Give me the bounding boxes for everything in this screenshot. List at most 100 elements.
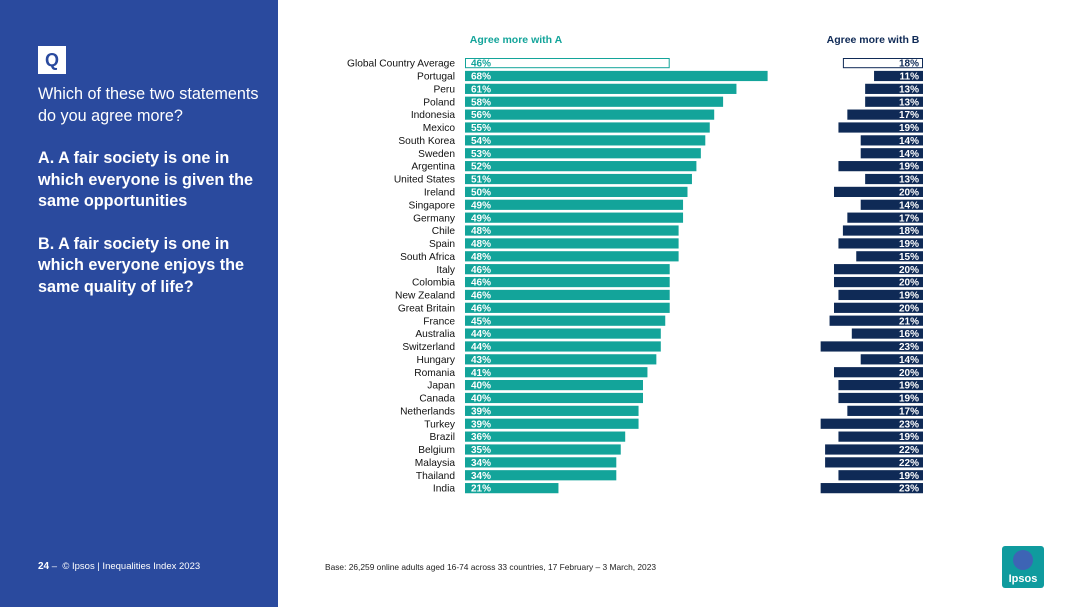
category-label: Spain	[429, 239, 455, 250]
logo-text: Ipsos	[1008, 573, 1038, 585]
bar-a	[465, 315, 666, 326]
bar-b	[838, 392, 923, 404]
category-label: Global Country Average	[347, 59, 455, 70]
bar-b-value: 19%	[899, 394, 919, 405]
bar-b	[838, 122, 923, 133]
bar-a	[465, 96, 724, 107]
bar-b	[856, 251, 923, 262]
bar-b-value: 18%	[899, 59, 919, 70]
bar-a-value: 43%	[471, 355, 491, 366]
bar-a-value: 61%	[471, 84, 491, 95]
bar-a-value: 56%	[471, 110, 491, 121]
bar-a-value: 21%	[471, 484, 491, 495]
bar-a	[465, 367, 648, 378]
bar-a	[465, 264, 670, 275]
bar-a-value: 68%	[471, 72, 491, 83]
copyright: © Ipsos | Inequalities Index 2023	[62, 561, 201, 572]
bar-a-value: 40%	[471, 381, 491, 392]
bar-a	[465, 173, 692, 185]
page-number: 24	[38, 561, 50, 572]
bar-b	[820, 483, 923, 494]
category-label: Belgium	[418, 445, 455, 456]
bar-b-value: 20%	[899, 303, 919, 314]
category-label: United States	[394, 175, 455, 186]
bar-a	[465, 405, 639, 416]
bar-a-value: 53%	[471, 149, 491, 160]
bar-b-value: 13%	[899, 84, 919, 95]
bar-a	[465, 251, 679, 262]
bar-b	[838, 161, 923, 172]
bar-a-value: 55%	[471, 123, 491, 134]
bar-a	[465, 328, 661, 339]
bar-b	[874, 70, 923, 82]
page-separator: –	[51, 561, 58, 572]
ipsos-logo: Ipsos	[1002, 546, 1044, 588]
bar-b	[860, 148, 923, 159]
category-label: South Africa	[400, 252, 455, 263]
bar-a	[465, 109, 715, 120]
bar-a-value: 54%	[471, 136, 491, 147]
bar-a-value: 35%	[471, 445, 491, 456]
bar-b-value: 23%	[899, 342, 919, 353]
category-label: Thailand	[416, 471, 455, 482]
bar-b	[838, 238, 923, 249]
bar-a-value: 49%	[471, 200, 491, 211]
bar-b-value: 20%	[899, 265, 919, 276]
bar-a-value: 46%	[471, 303, 491, 314]
category-label: Sweden	[418, 149, 455, 160]
bar-a	[465, 457, 617, 468]
bar-a	[465, 470, 617, 481]
bar-b	[847, 212, 923, 223]
footer-left: 24 – © Ipsos | Inequalities Index 2023	[38, 561, 200, 572]
bar-a	[465, 341, 661, 352]
bar-a	[465, 225, 679, 236]
bar-b-value: 17%	[899, 110, 919, 121]
bar-b-value: 19%	[899, 432, 919, 443]
bar-b-value: 22%	[899, 445, 919, 456]
bar-a-value: 36%	[471, 432, 491, 443]
category-label: Chile	[432, 226, 456, 237]
category-label: Argentina	[411, 162, 455, 173]
bar-b-value: 23%	[899, 419, 919, 430]
bar-b-value: 14%	[899, 149, 919, 160]
bar-a	[465, 161, 697, 172]
bar-a-value: 51%	[471, 175, 491, 186]
category-label: Canada	[419, 394, 455, 405]
question-text: Which of these two statements do you agr…	[38, 84, 264, 319]
bar-b	[860, 135, 923, 146]
bar-b	[865, 173, 923, 185]
bar-b	[825, 444, 923, 455]
bar-a	[465, 199, 684, 210]
bar-b	[834, 276, 923, 288]
question-intro: Which of these two statements do you agr…	[38, 85, 259, 125]
bar-a-value: 34%	[471, 458, 491, 469]
bar-b-value: 16%	[899, 329, 919, 340]
bar-a	[465, 431, 626, 442]
bar-b	[838, 289, 923, 301]
bar-a	[465, 212, 684, 223]
category-label: Mexico	[423, 123, 456, 134]
bar-b-value: 17%	[899, 406, 919, 417]
bar-a-value: 44%	[471, 329, 491, 340]
bar-a-value: 34%	[471, 471, 491, 482]
bar-b-value: 19%	[899, 471, 919, 482]
category-label: Hungary	[416, 355, 455, 366]
bar-a	[465, 392, 643, 404]
category-label: Japan	[427, 381, 455, 392]
bar-b	[838, 431, 923, 442]
bar-a-value: 48%	[471, 239, 491, 250]
bar-b-highlight	[842, 58, 924, 69]
bar-b-value: 20%	[899, 368, 919, 379]
bar-a	[465, 483, 559, 494]
question-badge: Q	[38, 46, 66, 74]
bar-a-value: 46%	[471, 265, 491, 276]
bar-a	[465, 70, 768, 82]
bar-a	[465, 276, 670, 288]
bar-a-value: 46%	[471, 278, 491, 289]
bar-a	[465, 135, 706, 146]
bar-a	[465, 122, 710, 133]
bar-a-value: 48%	[471, 226, 491, 237]
bar-b-value: 19%	[899, 162, 919, 173]
bar-a-value: 46%	[471, 291, 491, 302]
bar-b-value: 13%	[899, 97, 919, 108]
